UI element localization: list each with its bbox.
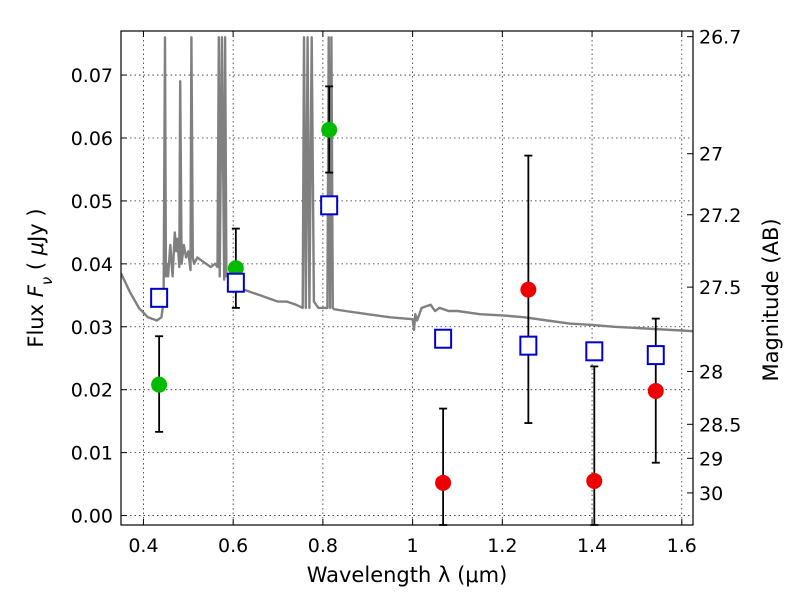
model-point [320, 195, 339, 216]
data-point [227, 260, 244, 277]
error-bars [155, 85, 660, 526]
x-tick-label: 0.8 [308, 535, 338, 557]
model-point [585, 341, 604, 362]
x-tick-label: 1.2 [487, 535, 517, 557]
model-point [150, 287, 169, 308]
right-tick-label: 30 [699, 483, 723, 505]
x-tick-label: 1.4 [577, 535, 607, 557]
right-tick-label: 27 [699, 144, 723, 166]
y-tick-label: 0.05 [71, 191, 113, 213]
data-markers [150, 121, 665, 491]
model-point [434, 328, 453, 349]
y-axis-right-label: Magnitude (AB) [759, 218, 783, 381]
plot-area [121, 36, 693, 333]
y-tick-label: 0.06 [71, 128, 113, 150]
y-tick-label: 0.03 [71, 317, 113, 339]
x-tick-label: 1.6 [667, 535, 697, 557]
y-tick-label: 0.07 [71, 65, 113, 87]
y-tick-label: 0.01 [71, 443, 113, 465]
y-axis-label: Flux Fν ( μJy ) [24, 208, 56, 347]
right-tick-label: 29 [699, 448, 723, 470]
model-point [646, 345, 665, 366]
right-tick-label: 28 [699, 361, 723, 383]
right-tick-label: 26.7 [699, 27, 741, 49]
grid [121, 31, 693, 525]
data-point [321, 121, 338, 138]
data-point [435, 474, 452, 491]
right-tick-label: 28.5 [699, 414, 741, 436]
right-tick-label: 27.5 [699, 277, 741, 299]
right-tick-label: 27.2 [699, 205, 741, 227]
x-axis-label: Wavelength λ (μm) [307, 563, 508, 587]
x-tick-label: 1 [407, 535, 419, 557]
data-point [151, 376, 168, 393]
data-point [647, 382, 664, 399]
y-tick-label: 0.02 [71, 380, 113, 402]
x-tick-label: 0.4 [128, 535, 158, 557]
data-point [586, 472, 603, 489]
x-tick-label: 0.6 [218, 535, 248, 557]
model-point [519, 335, 538, 356]
y-tick-label: 0.00 [71, 506, 113, 528]
model-point [226, 272, 245, 293]
y-tick-label: 0.04 [71, 254, 113, 276]
model-spectrum-line [121, 36, 693, 333]
plot-frame [120, 30, 694, 526]
data-point [520, 281, 537, 298]
axis-ticks: 0.4 0.6 0.8 1 1.2 1.4 1.6 0.00 0.01 0.02 0.03 0.04 0… [71, 27, 742, 557]
